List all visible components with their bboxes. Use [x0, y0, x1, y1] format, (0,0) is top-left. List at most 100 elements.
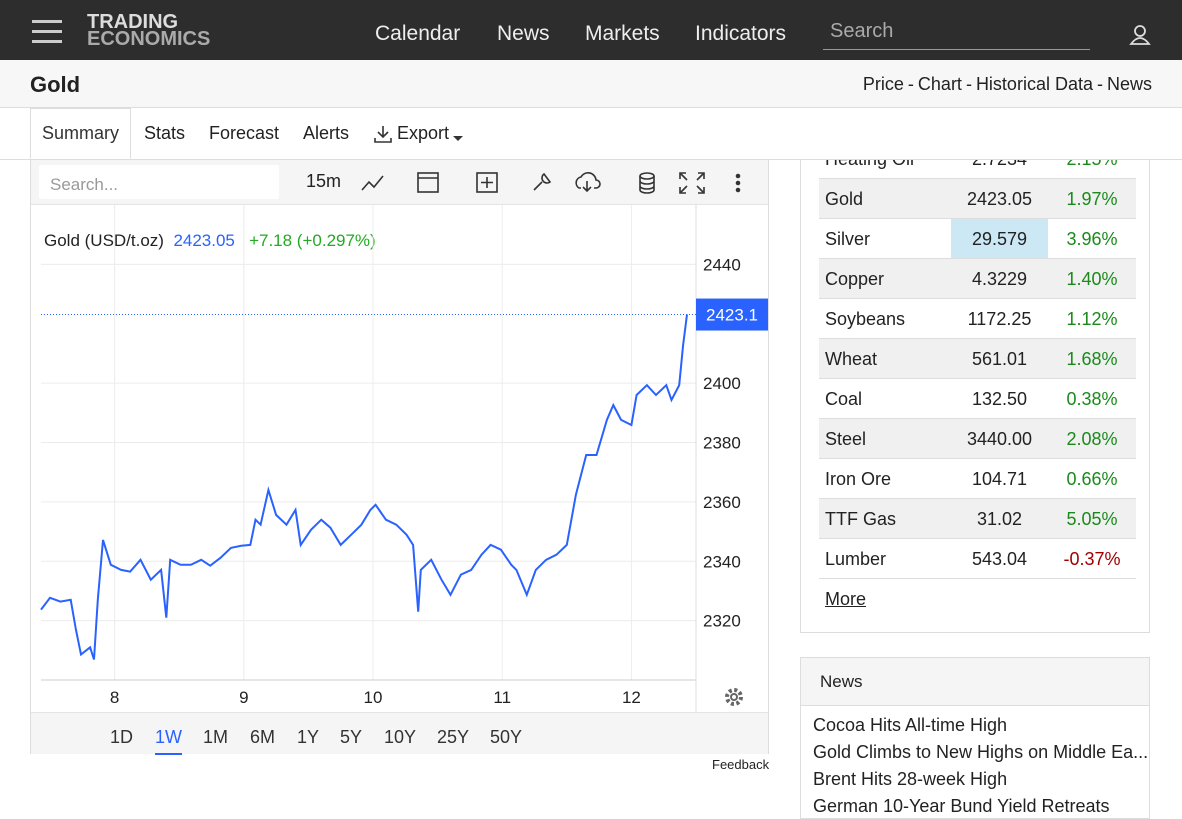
title-bar: Gold Price - Chart - Historical Data - News: [0, 60, 1182, 108]
change: 1.68%: [1066, 349, 1118, 369]
price: 31.02: [976, 509, 1023, 529]
symbol-search[interactable]: Search...: [39, 165, 279, 199]
chart-toolbar: Search... 15m: [31, 160, 768, 205]
change: 0.38%: [1066, 389, 1118, 409]
last-price-label: 2423.1: [706, 306, 758, 325]
y-tick-label: 2340: [703, 552, 741, 571]
range-button[interactable]: 10Y: [384, 727, 417, 747]
logo-line: ECONOMICS: [87, 28, 211, 50]
y-tick-label: 2380: [703, 434, 741, 453]
active-tab: [30, 108, 131, 159]
breadcrumbs: Price - Chart - Historical Data - News: [863, 74, 1152, 95]
menu-button[interactable]: [32, 18, 62, 44]
x-tick-label: 8: [110, 688, 119, 707]
interval-button[interactable]: 15m: [306, 171, 342, 191]
legend-change: +7.18 (+0.297%): [249, 231, 376, 250]
price: 2423.05: [966, 189, 1033, 209]
tab[interactable]: Alerts: [303, 123, 350, 143]
news-item[interactable]: Brent Hits 28-week High: [813, 769, 1008, 789]
separator: -: [1096, 74, 1103, 94]
y-tick-label: 2440: [703, 255, 741, 274]
x-tick-label: 11: [493, 688, 511, 707]
caret: [453, 136, 463, 141]
range-button[interactable]: 5Y: [340, 727, 363, 747]
top-bar: TRADING ECONOMICS Calendar News Markets I…: [0, 0, 1182, 60]
nav-link[interactable]: Calendar: [375, 22, 461, 45]
range-button[interactable]: 25Y: [437, 727, 470, 747]
range-bar: 1D 1W 1M 6M 1Y 5Y 10Y 25Y 50Y: [31, 712, 768, 755]
settings-icon[interactable]: [725, 688, 743, 706]
breadcrumb-link[interactable]: Historical Data: [975, 74, 1093, 94]
nav-link[interactable]: Markets: [585, 22, 660, 45]
table-row: Copper 4.3229 1.40%: [819, 259, 1136, 299]
y-tick-label: 2400: [703, 374, 741, 393]
news-item[interactable]: Cocoa Hits All-time High: [813, 715, 1008, 735]
range-button[interactable]: 6M: [250, 727, 276, 747]
commodity-name[interactable]: Wheat: [825, 349, 878, 369]
chart: 2320 2340 2360 2380 2400 2440 8 9 10 11 12 2423.1: [40, 204, 768, 712]
news-title: News: [820, 672, 863, 691]
toolbar-icons[interactable]: [361, 170, 761, 196]
legend-price: 2423.05: [173, 231, 235, 250]
download-icon: [374, 126, 392, 143]
range-button[interactable]: 50Y: [490, 727, 523, 747]
tab[interactable]: Forecast: [209, 123, 280, 143]
breadcrumb-link[interactable]: News: [1106, 74, 1152, 94]
commodity-name[interactable]: Steel: [825, 429, 867, 449]
tab[interactable]: Stats: [144, 123, 186, 143]
user-icon[interactable]: [1129, 24, 1151, 46]
page-title: Gold: [30, 72, 81, 97]
change: -0.37%: [1063, 549, 1121, 569]
table-row: Soybeans 1172.25 1.12%: [819, 299, 1136, 339]
table-row: Steel 3440.00 2.08%: [819, 419, 1136, 459]
commodity-name[interactable]: Iron Ore: [825, 469, 892, 489]
commodity-name[interactable]: Silver: [825, 229, 871, 249]
chart-panel: Search... 15m Gold (USD/t.oz) 2423.05 +7…: [30, 160, 769, 755]
price: 132.50: [971, 389, 1028, 409]
news-item[interactable]: Gold Climbs to New Highs on Middle Ea...: [813, 742, 1149, 762]
news-header: News: [801, 658, 1149, 706]
breadcrumb-link[interactable]: Price: [862, 74, 904, 94]
commodity-name[interactable]: Copper: [825, 269, 885, 289]
range-button[interactable]: 1Y: [297, 727, 320, 747]
change: 0.66%: [1066, 469, 1118, 489]
table-row: Iron Ore 104.71 0.66%: [819, 459, 1136, 499]
nav-link[interactable]: Indicators: [695, 22, 787, 45]
change: 5.05%: [1066, 509, 1118, 529]
x-tick-label: 10: [364, 688, 383, 707]
change: 1.97%: [1066, 189, 1118, 209]
more-link[interactable]: More: [825, 589, 867, 609]
commodity-name[interactable]: Gold: [825, 189, 864, 209]
range-button[interactable]: 1W: [155, 727, 182, 755]
range-button[interactable]: 1D: [110, 727, 134, 747]
change: 1.12%: [1066, 309, 1118, 329]
commodity-name[interactable]: TTF Gas: [825, 509, 896, 529]
table-row: Wheat 561.01 1.68%: [819, 339, 1136, 379]
logo[interactable]: TRADING ECONOMICS: [87, 12, 211, 50]
price: 543.04: [971, 549, 1028, 569]
price: 561.01: [971, 349, 1028, 369]
price-highlight: [951, 219, 1048, 258]
commodity-name[interactable]: Lumber: [825, 549, 887, 569]
x-tick-label: 9: [239, 688, 248, 707]
feedback-link[interactable]: Feedback: [712, 757, 770, 772]
last-price-badge: [696, 298, 768, 331]
tab[interactable]: Export: [397, 123, 450, 143]
table-row: Silver 29.579 3.96%: [819, 219, 1136, 259]
y-tick-label: 2320: [703, 612, 741, 631]
range-button[interactable]: 1M: [203, 727, 229, 747]
commodity-name[interactable]: Coal: [825, 389, 863, 409]
nav-link[interactable]: News: [497, 22, 550, 45]
tab-bar: Summary Stats Forecast Alerts Export: [0, 108, 1182, 160]
tab[interactable]: Summary: [42, 123, 120, 143]
change: 2.08%: [1066, 429, 1118, 449]
legend-name: Gold (USD/t.oz): [44, 231, 164, 250]
table-row: Gold 2423.05 1.97%: [819, 179, 1136, 219]
price: 29.579: [971, 229, 1028, 249]
commodity-name[interactable]: Soybeans: [825, 309, 906, 329]
table-row: Coal 132.50 0.38%: [819, 379, 1136, 419]
search-input[interactable]: Search: [823, 20, 1090, 50]
table-row: TTF Gas 31.02 5.05%: [819, 499, 1136, 539]
breadcrumb-link[interactable]: Chart: [917, 74, 962, 94]
